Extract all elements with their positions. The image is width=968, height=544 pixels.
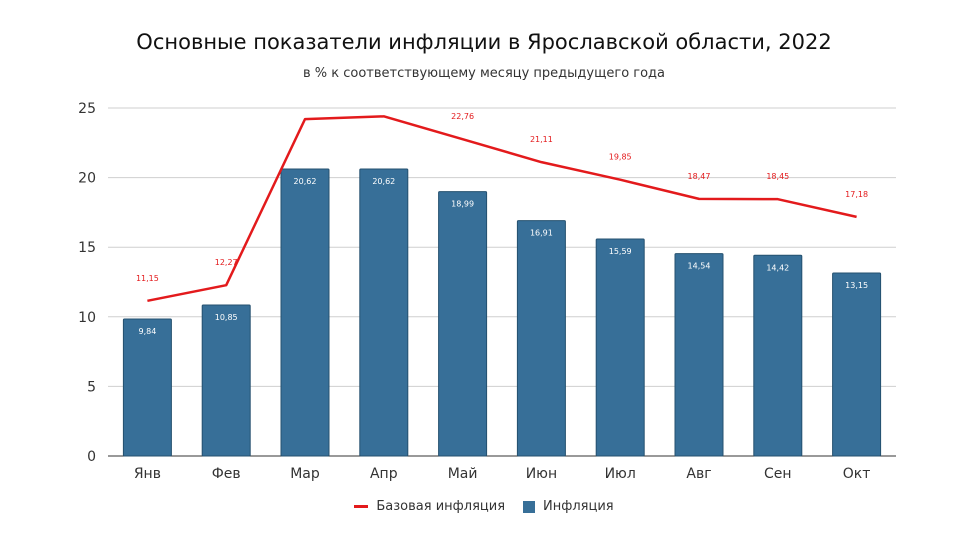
chart-legend: Базовая инфляция Инфляция <box>0 499 968 514</box>
line-data-label: 18,47 <box>688 172 711 181</box>
bar <box>516 220 566 457</box>
line-data-label: 11,15 <box>136 274 159 283</box>
line-data-label: 17,18 <box>845 190 868 199</box>
chart-title: Основные показатели инфляции в Ярославск… <box>136 30 832 54</box>
bar-data-label: 20,62 <box>294 177 317 186</box>
bar <box>280 168 330 457</box>
x-tick-label: Фев <box>212 466 241 482</box>
bar <box>753 254 803 457</box>
x-tick-label: Апр <box>370 466 398 482</box>
x-tick-label: Мар <box>290 466 320 482</box>
bar <box>832 272 882 457</box>
bar <box>674 253 724 457</box>
legend-item-inflation[interactable]: Инфляция <box>523 499 614 514</box>
line-series <box>147 115 857 303</box>
bar-data-label: 16,91 <box>530 229 553 238</box>
y-tick-label: 0 <box>87 449 96 465</box>
bar-data-label: 15,59 <box>609 247 632 256</box>
bar <box>201 304 251 457</box>
x-tick-label: Май <box>448 466 478 482</box>
x-tick-label: Июн <box>526 466 557 482</box>
bar-data-label: 18,99 <box>451 200 474 209</box>
x-tick-label: Окт <box>843 466 871 482</box>
bar <box>438 191 488 457</box>
bar-data-label: 20,62 <box>372 177 395 186</box>
bar-data-label: 14,54 <box>688 262 711 271</box>
bar <box>359 168 409 457</box>
bar-data-label: 10,85 <box>215 313 238 322</box>
bar-data-label: 13,15 <box>845 281 868 290</box>
y-tick-label: 5 <box>87 379 96 395</box>
x-tick-label: Авг <box>686 466 711 482</box>
legend-item-base-inflation[interactable]: Базовая инфляция <box>354 499 505 514</box>
line-data-label: 12,27 <box>215 258 238 267</box>
legend-label-inflation: Инфляция <box>543 499 614 514</box>
legend-label-base-inflation: Базовая инфляция <box>376 499 506 514</box>
bar <box>595 238 645 457</box>
y-tick-label: 20 <box>78 171 96 187</box>
bar <box>122 318 172 457</box>
chart-subtitle: в % к соответствующему месяцу предыдущег… <box>302 66 666 81</box>
bar-data-label: 14,42 <box>766 263 789 272</box>
line-data-label: 18,45 <box>766 172 789 181</box>
bar-data-label: 9,84 <box>138 327 156 336</box>
line-data-label: 19,85 <box>609 153 632 162</box>
line-data-label: 21,11 <box>530 135 553 144</box>
x-tick-label: Июл <box>605 466 636 482</box>
x-tick-label: Янв <box>134 466 161 482</box>
x-tick-label: Сен <box>764 466 792 482</box>
line-data-label: 22,76 <box>451 112 474 121</box>
y-tick-label: 25 <box>78 101 96 117</box>
y-tick-label: 15 <box>78 240 96 256</box>
y-tick-label: 10 <box>78 310 96 326</box>
legend-swatch-box <box>523 500 536 513</box>
legend-swatch-line <box>354 505 369 508</box>
